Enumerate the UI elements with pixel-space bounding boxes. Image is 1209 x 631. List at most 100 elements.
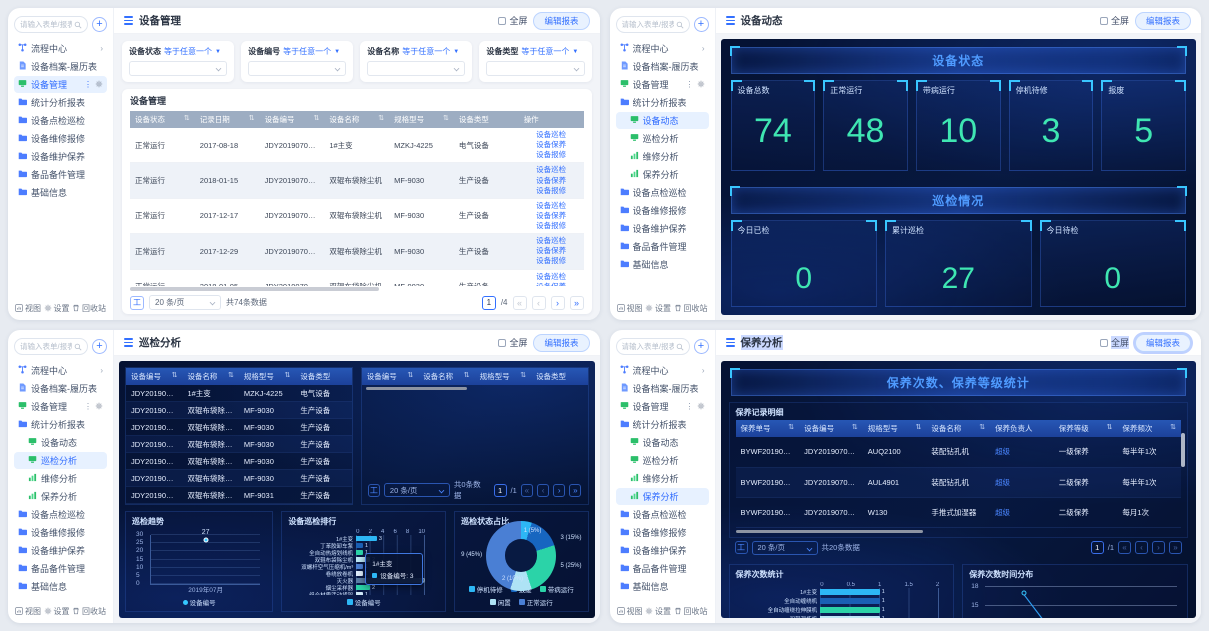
gear-icon[interactable]: [697, 402, 705, 412]
page-input[interactable]: 1: [1090, 541, 1104, 554]
prev-page-button[interactable]: ‹: [1135, 541, 1148, 554]
column-header[interactable]: 设备类型: [453, 111, 519, 128]
inspect-link[interactable]: 设备巡检: [536, 271, 567, 281]
owner-link[interactable]: 超级: [990, 467, 1054, 498]
sidebar-item-stats-reports[interactable]: 统计分析报表: [616, 94, 709, 111]
sidebar-item-stats-reports[interactable]: 统计分析报表: [14, 94, 107, 111]
sidebar-item-maintenance-analysis[interactable]: 保养分析: [615, 488, 709, 505]
sidebar-item-inspection-analysis[interactable]: 巡检分析: [616, 130, 709, 147]
gear-icon[interactable]: [95, 402, 103, 412]
sidebar-item-spot-check[interactable]: 设备点检巡检: [14, 112, 107, 129]
add-report-button[interactable]: +: [92, 339, 107, 354]
export-icon[interactable]: 工: [367, 483, 380, 497]
edit-report-button[interactable]: 编辑报表: [533, 11, 590, 30]
repair-link[interactable]: 设备报修: [536, 185, 567, 195]
sidebar-item-upkeep[interactable]: 设备维护保养: [14, 542, 107, 559]
sidebar-item-repair-report[interactable]: 设备维修报修: [616, 524, 709, 541]
bar-row[interactable]: 1#主变 1: [800, 588, 885, 597]
footer-settings-button[interactable]: 设置: [44, 606, 70, 617]
filter-select[interactable]: [367, 61, 466, 76]
column-header[interactable]: 规格型号 ⇅: [474, 368, 532, 385]
sidebar-item-spot-check[interactable]: 设备点检巡检: [14, 506, 107, 523]
page-size-select[interactable]: 20 条/页: [149, 295, 221, 310]
repair-link[interactable]: 设备报修: [536, 150, 567, 160]
horizontal-scrollbar[interactable]: [735, 529, 923, 533]
maintain-link[interactable]: 设备保养: [536, 175, 567, 185]
gear-icon[interactable]: [95, 80, 103, 90]
kebab-icon[interactable]: ⋮: [685, 402, 694, 411]
column-header[interactable]: 设备名称 ⇅: [324, 111, 390, 128]
kebab-icon[interactable]: ⋮: [84, 80, 92, 89]
menu-icon[interactable]: [725, 338, 735, 347]
sidebar-item-process-center[interactable]: 流程中心 ›: [616, 40, 709, 57]
column-header[interactable]: 设备名称 ⇅: [926, 420, 991, 437]
sidebar-item-device-mgmt[interactable]: 设备管理 ⋮: [14, 398, 107, 415]
footer-settings-button[interactable]: 设置: [44, 303, 70, 314]
sidebar-item-repair-report[interactable]: 设备维修报修: [616, 202, 709, 219]
column-header[interactable]: 规格型号 ⇅: [389, 111, 454, 128]
table-row[interactable]: BYWF20190710-013JDY20190705-013W130手推式加湿…: [735, 497, 1181, 528]
column-header[interactable]: 设备类型: [531, 368, 588, 385]
bar-row[interactable]: 丁苯胶卸车泵 1: [320, 542, 369, 550]
sidebar-item-device-status[interactable]: 设备动态: [615, 112, 709, 129]
last-page-button[interactable]: »: [569, 295, 584, 310]
footer-recycle-button[interactable]: 回收站: [72, 606, 106, 617]
donut-chart[interactable]: [486, 520, 557, 591]
maintain-link[interactable]: 设备保养: [536, 282, 566, 286]
column-header[interactable]: 设备名称 ⇅: [418, 368, 475, 385]
footer-recycle-button[interactable]: 回收站: [674, 303, 708, 314]
chart-legend[interactable]: 设备编号: [288, 597, 439, 607]
column-header[interactable]: 保养等级 ⇅: [1053, 420, 1118, 437]
next-page-button[interactable]: ›: [1152, 541, 1165, 554]
sidebar-item-device-mgmt[interactable]: 设备管理 ⋮: [14, 76, 107, 93]
sidebar-item-inspection-analysis[interactable]: 巡检分析: [616, 452, 709, 469]
page-size-select[interactable]: 20 条/页: [751, 540, 818, 555]
maintain-link[interactable]: 设备保养: [536, 246, 567, 256]
sidebar-item-device-status[interactable]: 设备动态: [14, 434, 107, 451]
sidebar-item-maintenance-analysis[interactable]: 保养分析: [616, 166, 709, 183]
last-page-button[interactable]: »: [1169, 541, 1182, 554]
first-page-button[interactable]: «: [1118, 541, 1131, 554]
bar-row[interactable]: 组合材质活动货架1: [288, 591, 439, 595]
sidebar-item-spare-parts[interactable]: 备品备件管理: [14, 560, 107, 577]
export-icon[interactable]: 工: [734, 541, 748, 554]
sidebar-item-repair-analysis[interactable]: 维修分析: [14, 470, 107, 487]
bar-row[interactable]: 全自动热熔划线机1: [288, 549, 439, 557]
table-row[interactable]: 正常运行 2017-12-29 JDY20190705-023 双辊布袋除尘机 MF-…: [130, 233, 584, 270]
filter-operator[interactable]: 等于任意一个: [283, 47, 332, 56]
menu-icon[interactable]: [124, 16, 133, 25]
gear-icon[interactable]: [697, 80, 705, 90]
repair-link[interactable]: 设备报修: [536, 221, 567, 230]
sidebar-item-device-archive[interactable]: 设备档案-履历表: [616, 380, 709, 397]
sidebar-item-inspection-analysis[interactable]: 巡检分析: [14, 452, 107, 469]
add-report-button[interactable]: +: [693, 17, 709, 32]
page-size-select[interactable]: 20 条/页: [383, 483, 450, 497]
sidebar-item-stats-reports[interactable]: 统计分析报表: [616, 416, 709, 433]
sidebar-item-process-center[interactable]: 流程中心 ›: [14, 362, 107, 379]
footer-recycle-button[interactable]: 回收站: [674, 606, 708, 617]
add-report-button[interactable]: +: [92, 17, 107, 32]
prev-page-button[interactable]: ‹: [531, 295, 546, 310]
footer-settings-button[interactable]: 设置: [645, 606, 671, 617]
kebab-icon[interactable]: ⋮: [84, 402, 92, 411]
data-point[interactable]: [203, 537, 209, 543]
chart-legend[interactable]: 设备编号: [132, 597, 266, 607]
sidebar-item-basic-info[interactable]: 基础信息: [14, 184, 107, 201]
fullscreen-checkbox[interactable]: 全屏: [1099, 14, 1129, 27]
footer-view-button[interactable]: 视图: [616, 606, 643, 617]
column-header[interactable]: 设备编号 ⇅: [126, 368, 183, 385]
sidebar-item-device-archive[interactable]: 设备档案-履历表: [14, 380, 107, 397]
sidebar-item-repair-report[interactable]: 设备维修报修: [14, 524, 107, 541]
column-header[interactable]: 保养频次 ⇅: [1117, 420, 1181, 437]
footer-view-button[interactable]: 视图: [15, 303, 41, 314]
export-icon[interactable]: 工: [130, 295, 144, 310]
bar-row[interactable]: 1#主变 3: [336, 535, 382, 543]
page-input[interactable]: 1: [481, 295, 496, 310]
column-header[interactable]: 规格型号 ⇅: [862, 420, 927, 437]
sidebar-item-spare-parts[interactable]: 备品备件管理: [14, 166, 107, 183]
fullscreen-checkbox[interactable]: 全屏: [498, 14, 527, 27]
sidebar-item-device-archive[interactable]: 设备档案-履历表: [616, 58, 709, 75]
